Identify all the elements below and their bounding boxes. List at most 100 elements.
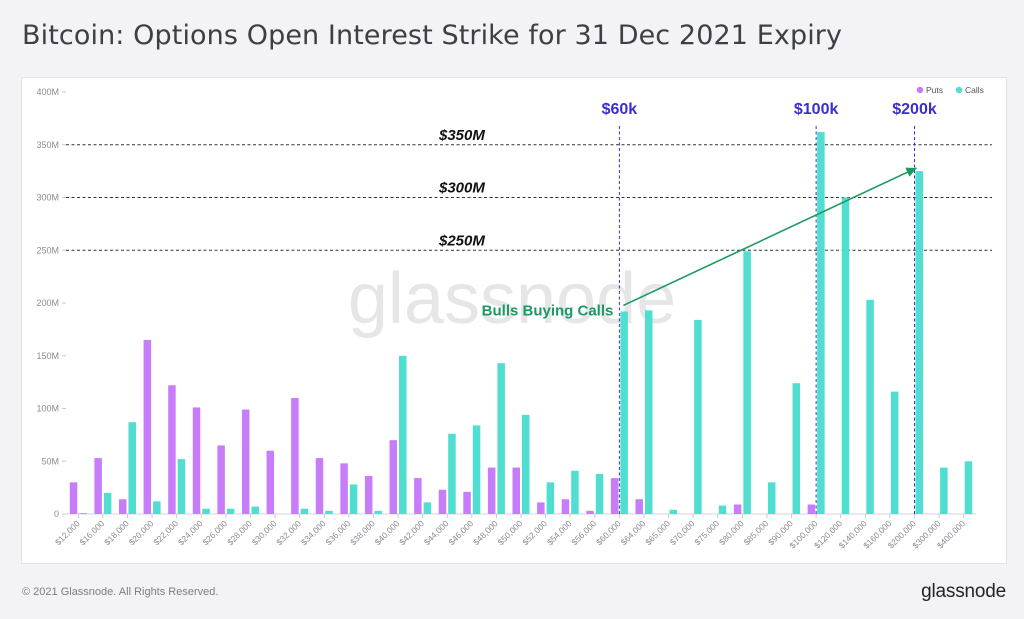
bar-puts xyxy=(118,499,127,514)
reference-line-label: $250M xyxy=(438,232,485,249)
bar-puts xyxy=(438,489,447,514)
chart-panel: glassnode 0 50M 100M 150M 200M 250M 300M 350M 40… xyxy=(21,77,1007,564)
x-tick-label: $75,000 xyxy=(692,518,721,547)
y-tick-label: 400M xyxy=(36,87,59,97)
x-tick-label: $34,000 xyxy=(299,518,328,547)
bar-puts xyxy=(733,504,742,514)
legend[interactable]: Puts Calls xyxy=(916,85,984,95)
copyright-text: © 2021 Glassnode. All Rights Reserved. xyxy=(22,586,219,598)
bar-puts xyxy=(389,440,398,514)
annotation-group: Bulls Buying Calls xyxy=(482,167,917,319)
bar-puts xyxy=(168,385,176,514)
bar-calls xyxy=(940,467,948,514)
bar-calls xyxy=(497,363,505,514)
glassnode-logo[interactable]: glassnode xyxy=(921,581,1006,602)
bar-puts xyxy=(315,458,324,514)
x-tick-label: $60,000 xyxy=(594,518,623,547)
bar-puts xyxy=(291,397,299,514)
strike-markers-group: $60k $100k $200k xyxy=(602,101,937,514)
legend-swatch xyxy=(955,86,963,94)
bar-puts xyxy=(217,445,225,514)
bar-puts xyxy=(463,491,471,514)
bar-puts xyxy=(143,339,152,514)
x-tick-label: $12,000 xyxy=(53,518,82,547)
x-tick-label: $20,000 xyxy=(127,518,156,547)
bar-puts xyxy=(586,510,594,514)
x-tick-label: $28,000 xyxy=(225,518,254,547)
bar-calls xyxy=(620,311,628,514)
reference-line-label: $350M xyxy=(438,127,485,144)
legend-label: Puts xyxy=(926,85,943,95)
x-tick-label: $54,000 xyxy=(545,518,574,547)
bar-calls xyxy=(915,171,924,514)
bar-calls xyxy=(300,508,309,514)
bar-calls xyxy=(251,506,259,514)
bar-calls xyxy=(448,433,456,514)
bar-puts xyxy=(94,458,102,514)
x-tick-label: $64,000 xyxy=(619,518,648,547)
x-tick-label: $26,000 xyxy=(200,518,229,547)
x-tick-label: $32,000 xyxy=(274,518,303,547)
bar-calls xyxy=(964,461,973,514)
bar-calls xyxy=(669,509,678,514)
x-tick-label: $50,000 xyxy=(496,518,525,547)
bar-calls xyxy=(349,484,358,514)
bar-puts xyxy=(340,463,348,514)
x-tick-label: $65,000 xyxy=(643,518,672,547)
bar-calls xyxy=(472,425,481,514)
strike-marker-label: $60k xyxy=(602,101,638,118)
bar-calls xyxy=(177,459,186,514)
y-tick-label: 200M xyxy=(36,298,59,308)
bar-calls xyxy=(595,473,604,514)
x-tick-label: $24,000 xyxy=(176,518,205,547)
bar-puts xyxy=(807,504,816,514)
bar-puts xyxy=(192,407,201,514)
bar-puts xyxy=(610,478,619,514)
reference-line-label: $300M xyxy=(438,180,485,197)
page-title: Bitcoin: Options Open Interest Strike fo… xyxy=(22,20,843,51)
bar-calls xyxy=(374,510,382,514)
chart-svg: glassnode 050M100M150M200M250M300M350M40… xyxy=(36,85,992,550)
bar-puts xyxy=(512,467,520,514)
bars-group xyxy=(69,132,973,514)
x-tick-label: $42,000 xyxy=(397,518,426,547)
annotation-arrow-line xyxy=(623,167,917,307)
x-tick-label: $16,000 xyxy=(78,518,107,547)
strike-marker-label: $100k xyxy=(794,101,839,118)
x-tick-label: $56,000 xyxy=(569,518,598,547)
bar-calls xyxy=(128,422,136,514)
annotation-arrow-head xyxy=(905,167,917,177)
bar-puts xyxy=(364,476,373,514)
x-tick-label: $36,000 xyxy=(323,518,352,547)
bar-calls xyxy=(644,310,653,514)
legend-label: Calls xyxy=(965,85,984,95)
bar-calls xyxy=(202,508,210,514)
bar-calls xyxy=(325,510,333,514)
bar-calls xyxy=(718,505,727,514)
bar-puts xyxy=(537,502,545,514)
bar-puts xyxy=(414,478,422,514)
bar-calls xyxy=(522,414,530,514)
bar-calls xyxy=(546,482,555,514)
y-tick-label: 300M xyxy=(36,193,59,203)
x-tick-label: $30,000 xyxy=(250,518,279,547)
bar-calls xyxy=(694,319,702,514)
x-tick-label: $46,000 xyxy=(446,518,475,547)
x-tick-label: $18,000 xyxy=(102,518,131,547)
x-tick-label: $70,000 xyxy=(668,518,697,547)
x-tick-label: $48,000 xyxy=(471,518,500,547)
bar-calls xyxy=(866,299,874,514)
x-tick-label: $38,000 xyxy=(348,518,377,547)
bar-puts xyxy=(266,450,275,514)
x-tick-label: $52,000 xyxy=(520,518,549,547)
y-tick-label: 100M xyxy=(36,404,59,414)
bar-calls xyxy=(767,482,776,514)
bar-calls xyxy=(79,512,87,514)
bar-calls xyxy=(103,492,112,514)
bar-calls xyxy=(226,508,235,514)
legend-swatch xyxy=(916,86,924,94)
bar-puts xyxy=(241,409,250,514)
bar-calls xyxy=(792,383,801,514)
x-tick-label: $40,000 xyxy=(373,518,402,547)
bar-calls xyxy=(841,197,850,514)
